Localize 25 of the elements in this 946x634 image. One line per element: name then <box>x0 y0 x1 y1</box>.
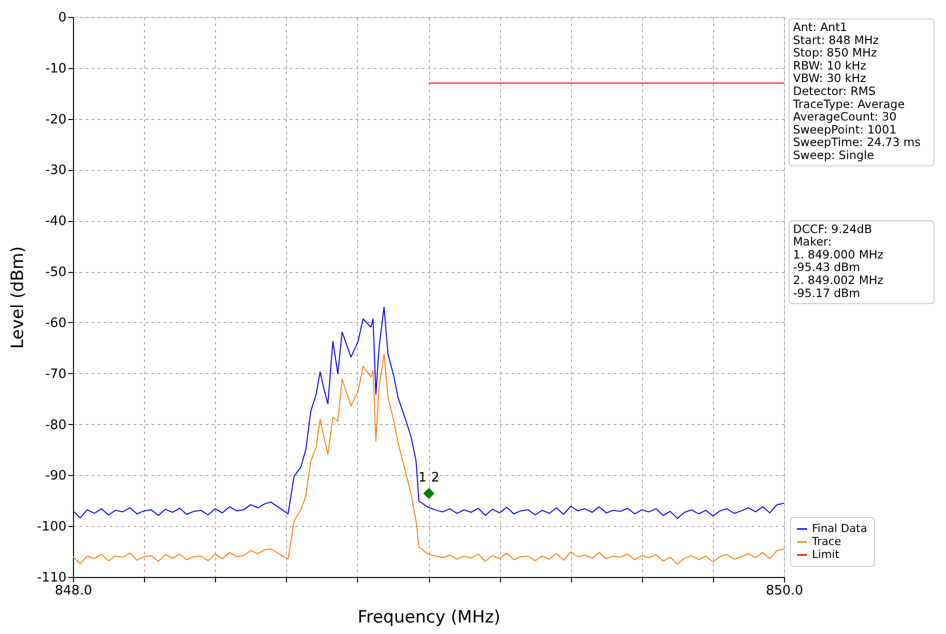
y-tick-label: -90 <box>45 468 66 484</box>
y-tick-label: -70 <box>45 366 66 382</box>
y-tick-label: -50 <box>45 265 66 280</box>
legend-label: Trace <box>811 535 842 548</box>
annotation: 2 <box>431 470 440 486</box>
text: DCCF: 9.24dB Maker: 1. 849.000 MHz -95.43 dBm 2. 849.002 MHz -95.17 dBm <box>793 222 884 300</box>
y-tick-label: -80 <box>45 418 66 433</box>
x-axis-title: Frequency (MHz) <box>358 608 500 628</box>
x-tick-label: 850.0 <box>766 584 804 598</box>
line-series <box>73 354 784 565</box>
y-tick-label: -40 <box>45 214 66 230</box>
y-axis-title: Level (dBm) <box>8 246 28 349</box>
legend-label: Limit <box>812 548 840 561</box>
line-series <box>73 306 784 519</box>
y-tick-label: -60 <box>45 316 66 331</box>
x-tick-label: 848.0 <box>54 584 92 598</box>
y-tick-label: -100 <box>36 520 66 535</box>
legend-label: Final Data <box>812 522 868 535</box>
y-tick-label: -20 <box>45 112 66 128</box>
text: Ant: Ant1 Start: 848 MHz Stop: 850 MHz RBW: 10 kHz VBW: 30 kHz Detector: RMS TraceType: Average AverageCount: 30 SweepPoint: 1001 SweepTime: 24.73 ms Sweep: Single <box>793 20 921 162</box>
y-tick-label: -30 <box>45 163 66 178</box>
y-tick-label: 0 <box>58 10 66 26</box>
y-tick-label: -10 <box>45 61 66 76</box>
y-tick-label: -110 <box>36 570 66 586</box>
annotation: 1 <box>418 470 427 486</box>
